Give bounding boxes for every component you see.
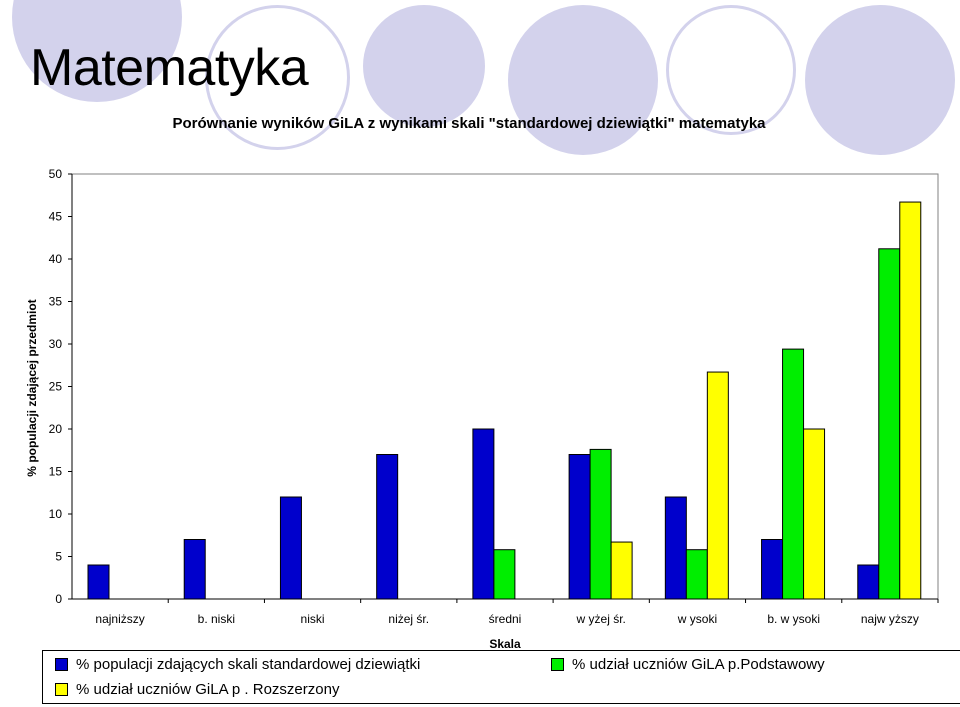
decor-ring-1 [205, 5, 350, 150]
y-tick-label: 30 [49, 337, 63, 351]
x-tick-label: niski [301, 612, 325, 626]
legend-label-series2: % udział uczniów GiLA p.Podstawowy [572, 656, 825, 673]
y-tick-label: 20 [49, 422, 63, 436]
legend-item-series1: % populacji zdających skali standardowej… [55, 656, 420, 673]
legend-swatch-series2 [551, 658, 564, 671]
decor-circle-2 [363, 5, 485, 127]
legend-item-series3: % udział uczniów GiLA p . Rozszerzony [55, 681, 339, 698]
bar-series1 [857, 564, 880, 600]
x-tick-label: najniższy [95, 612, 144, 626]
y-tick-label: 45 [49, 210, 63, 224]
bar-series1 [568, 454, 591, 600]
bar-series3 [803, 428, 826, 600]
y-tick-label: 35 [49, 295, 63, 309]
bar-series3 [899, 201, 922, 600]
chart-title: Porównanie wyników GiLA z wynikami skali… [0, 115, 960, 132]
x-tick-label: w yżej śr. [576, 612, 626, 626]
chart-title-text: Porównanie wyników GiLA z wynikami skali… [172, 115, 766, 132]
y-axis-title: % populacji zdającej przedmiot [25, 299, 39, 476]
y-tick-label: 25 [49, 380, 63, 394]
y-tick-label: 0 [55, 592, 62, 606]
x-tick-label: w ysoki [677, 612, 717, 626]
bar-series1 [183, 539, 206, 600]
y-tick-label: 50 [49, 167, 63, 181]
x-axis-title: Skala [489, 637, 521, 650]
y-tick-label: 5 [55, 550, 62, 564]
decor-circle-3 [508, 5, 658, 155]
bar-series3 [706, 371, 729, 600]
bar-series1 [472, 428, 495, 600]
bar-series2 [782, 348, 805, 600]
legend-swatch-series1 [55, 658, 68, 671]
decor-ring-2 [666, 5, 796, 135]
y-tick-label: 40 [49, 252, 63, 266]
chart-bars [87, 201, 922, 600]
bar-series1 [279, 496, 302, 600]
x-tick-label: średni [489, 612, 522, 626]
legend-label-series1: % populacji zdających skali standardowej… [76, 656, 421, 673]
slide-title: Matematyka [30, 39, 309, 97]
bar-series2 [685, 549, 708, 600]
bar-series1 [376, 454, 399, 600]
chart-legend: % populacji zdających skali standardowej… [42, 650, 960, 704]
chart-labels: 0 5 10 15 20 25 30 35 40 45 50 najniższy b. niski nis… [49, 167, 919, 626]
x-tick-label: b. niski [198, 612, 235, 626]
x-tick-label: niżej śr. [388, 612, 429, 626]
bar-series2 [493, 549, 516, 600]
bar-series1 [87, 564, 110, 600]
decor-circle-4 [805, 5, 955, 155]
legend-item-series2: % udział uczniów GiLA p.Podstawowy [551, 656, 825, 673]
y-tick-label: 10 [49, 507, 63, 521]
bar-series1 [664, 496, 687, 600]
bar-chart: 0 5 10 15 20 25 30 35 40 45 50 najniższy b. niski nis… [25, 167, 939, 650]
y-tick-label: 15 [49, 465, 63, 479]
bar-series2 [878, 248, 901, 600]
bar-series2 [589, 448, 612, 600]
bar-series3 [610, 541, 633, 600]
bar-series1 [761, 539, 784, 600]
legend-label-series3: % udział uczniów GiLA p . Rozszerzony [76, 681, 340, 698]
x-tick-label: b. w ysoki [767, 612, 820, 626]
legend-swatch-series3 [55, 683, 68, 696]
x-tick-label: najw yższy [861, 612, 919, 626]
